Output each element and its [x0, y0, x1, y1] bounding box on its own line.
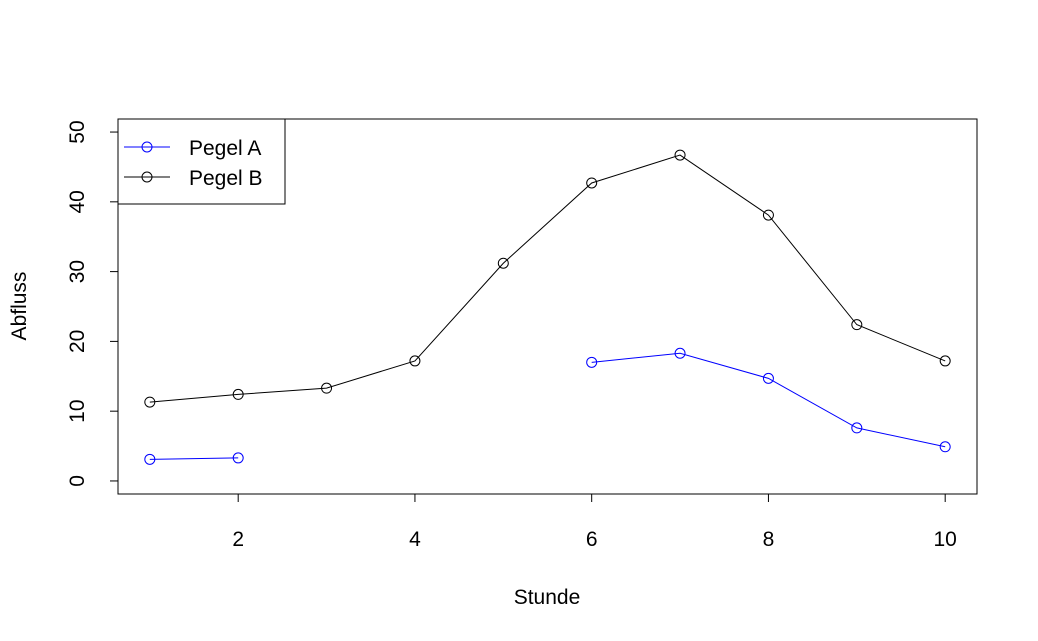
legend-label-1: Pegel B [189, 167, 263, 190]
x-tick-label-2: 6 [586, 528, 598, 551]
y-tick-label-3: 30 [66, 260, 89, 283]
x-axis-label: Stunde [514, 586, 581, 609]
x-tick-label-4: 10 [934, 528, 957, 551]
y-axis: 0 10 20 30 40 50 [66, 120, 119, 487]
series-0-point-7 [762, 372, 774, 384]
series-0-point-1 [232, 452, 244, 464]
y-axis-label: Abfluss [8, 272, 31, 341]
series-1-line-0 [149, 154, 946, 403]
series-1-point-9 [939, 355, 951, 367]
series-0 [144, 347, 951, 465]
series-1-point-2 [321, 382, 333, 394]
x-tick-label-0: 2 [232, 528, 244, 551]
legend-label-0: Pegel A [189, 137, 261, 160]
series-1-point-5 [586, 177, 598, 189]
x-tick-label-3: 8 [763, 528, 775, 551]
series-0-point-8 [851, 422, 863, 434]
legend: Pegel A Pegel B [117, 118, 286, 205]
series-1-point-4 [497, 257, 509, 269]
series-layer [144, 149, 951, 465]
series-1-point-8 [851, 319, 863, 331]
x-axis: 2 4 6 8 10 [232, 493, 957, 551]
y-tick-label-4: 40 [66, 190, 89, 213]
series-1-point-0 [144, 396, 156, 408]
legend-marker-0 [141, 141, 153, 153]
legend-box [117, 118, 286, 205]
y-tick-label-2: 20 [66, 330, 89, 353]
series-0-point-6 [674, 347, 686, 359]
series-0-point-5 [586, 356, 598, 368]
series-1-point-7 [762, 209, 774, 221]
series-0-line-1 [591, 352, 946, 448]
legend-marker-1 [141, 171, 153, 183]
y-tick-label-5: 50 [66, 120, 89, 143]
y-tick-label-0: 0 [66, 475, 89, 487]
x-tick-label-1: 4 [409, 528, 421, 551]
y-tick-label-1: 10 [66, 399, 89, 422]
series-0-line-0 [149, 457, 239, 460]
series-1-point-3 [409, 355, 421, 367]
series-0-point-0 [144, 453, 156, 465]
series-1-point-1 [232, 388, 244, 400]
series-0-point-9 [939, 441, 951, 453]
series-1 [144, 149, 951, 408]
series-1-point-6 [674, 149, 686, 161]
